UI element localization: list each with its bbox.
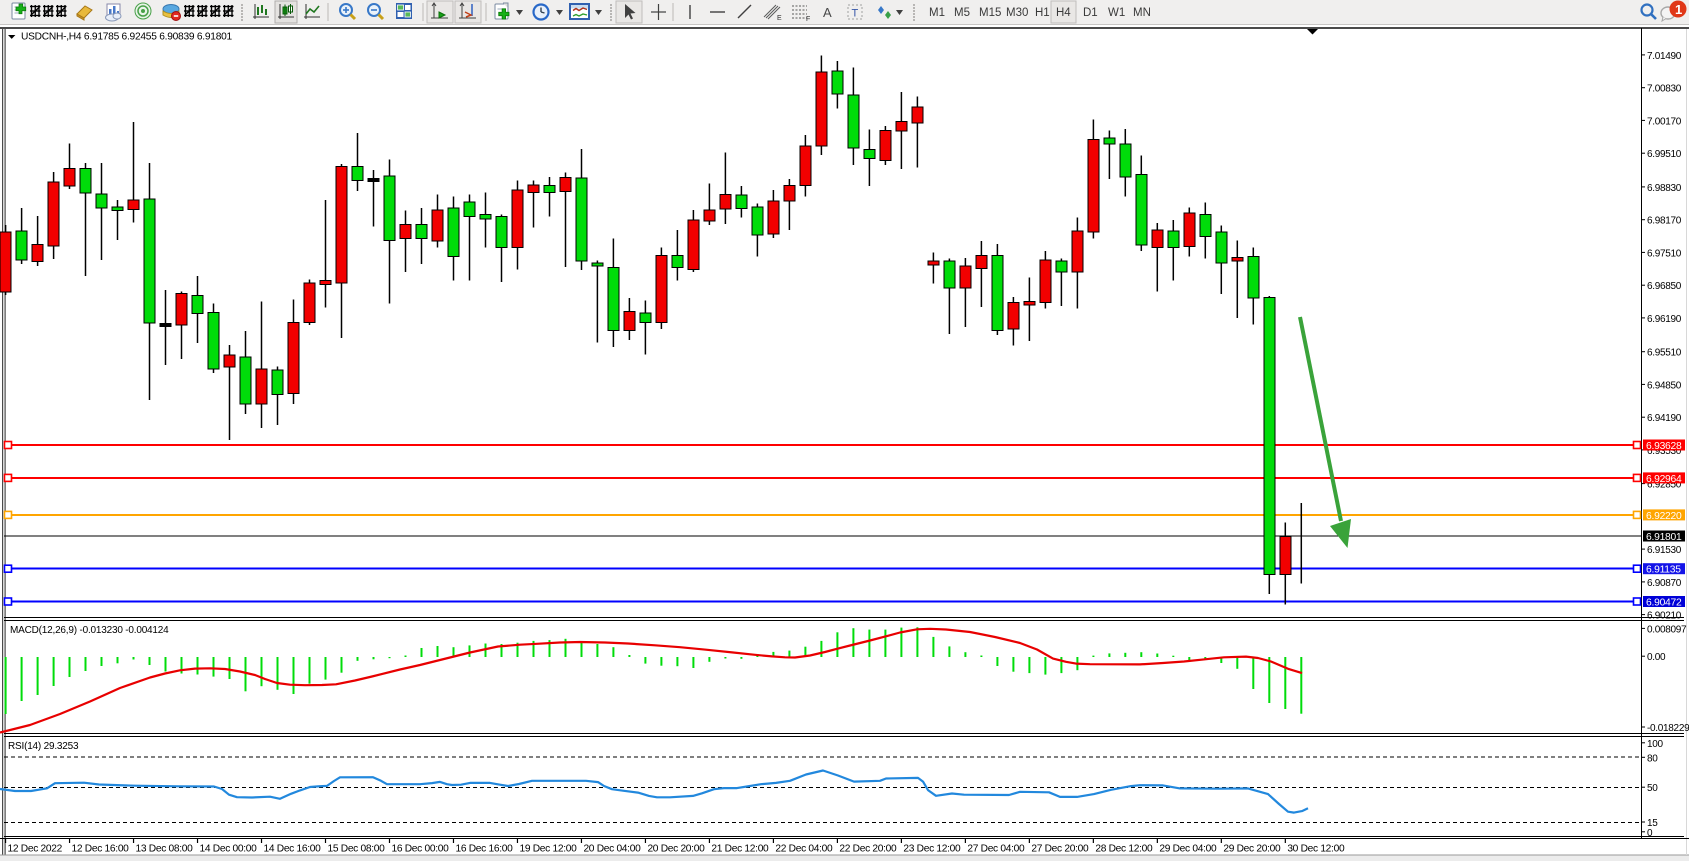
svg-text:7.00830: 7.00830 <box>1647 84 1682 95</box>
svg-text:23 Dec 12:00: 23 Dec 12:00 <box>903 844 961 855</box>
svg-text:19 Dec 12:00: 19 Dec 12:00 <box>519 844 577 855</box>
svg-text:6.90472: 6.90472 <box>1646 598 1682 609</box>
svg-text:6.94850: 6.94850 <box>1647 380 1682 391</box>
svg-text:MACD(12,26,9) -0.013230 -0.004: MACD(12,26,9) -0.013230 -0.004124 <box>10 625 169 636</box>
svg-text:14 Dec 16:00: 14 Dec 16:00 <box>264 844 322 855</box>
svg-text:F: F <box>806 16 810 23</box>
svg-text:6.92850: 6.92850 <box>1647 480 1682 491</box>
svg-text:USDCNH-,H4 6.91785 6.92455 6.: USDCNH-,H4 6.91785 6.92455 6.90839 6.918… <box>21 32 233 43</box>
svg-text:6.91530: 6.91530 <box>1647 545 1682 556</box>
svg-text:16 Dec 16:00: 16 Dec 16:00 <box>455 844 513 855</box>
svg-text:50: 50 <box>1647 783 1658 794</box>
svg-text:6.91801: 6.91801 <box>1646 532 1682 543</box>
svg-text:7.00170: 7.00170 <box>1647 116 1682 127</box>
svg-text:6.96850: 6.96850 <box>1647 281 1682 292</box>
svg-text:6.91135: 6.91135 <box>1646 565 1681 576</box>
svg-text:1: 1 <box>1675 2 1682 17</box>
svg-text:29 Dec 04:00: 29 Dec 04:00 <box>1159 844 1217 855</box>
svg-text:6.96190: 6.96190 <box>1647 314 1682 325</box>
svg-text:MN: MN <box>1133 7 1151 19</box>
svg-text:T: T <box>852 8 859 20</box>
svg-text:H1: H1 <box>1035 7 1050 19</box>
svg-text:16 Dec 00:00: 16 Dec 00:00 <box>391 844 449 855</box>
svg-text:7.01490: 7.01490 <box>1647 51 1682 62</box>
svg-text:6.99510: 6.99510 <box>1647 149 1682 160</box>
svg-text:6.94190: 6.94190 <box>1647 413 1682 424</box>
svg-text:0: 0 <box>1647 828 1653 839</box>
svg-text:20 Dec 20:00: 20 Dec 20:00 <box>647 844 705 855</box>
svg-text:W1: W1 <box>1108 7 1125 19</box>
svg-text:M30: M30 <box>1006 7 1028 19</box>
svg-text:29 Dec 20:00: 29 Dec 20:00 <box>1223 844 1281 855</box>
svg-text:6.93628: 6.93628 <box>1646 441 1682 452</box>
svg-text:80: 80 <box>1647 753 1658 764</box>
svg-text:6.92220: 6.92220 <box>1646 511 1682 522</box>
svg-text:M5: M5 <box>954 7 970 19</box>
svg-text:30 Dec 12:00: 30 Dec 12:00 <box>1287 844 1345 855</box>
svg-text:6.95510: 6.95510 <box>1647 348 1682 359</box>
svg-text:100: 100 <box>1647 739 1664 750</box>
svg-text:M15: M15 <box>979 7 1001 19</box>
svg-text:12 Dec 2022: 12 Dec 2022 <box>8 844 63 855</box>
svg-text:15 Dec 08:00: 15 Dec 08:00 <box>328 844 386 855</box>
svg-text:6.98830: 6.98830 <box>1647 183 1682 194</box>
svg-text:6.90210: 6.90210 <box>1647 611 1682 622</box>
svg-text:M1: M1 <box>929 7 945 19</box>
svg-text:14 Dec 00:00: 14 Dec 00:00 <box>200 844 258 855</box>
svg-text:0.00: 0.00 <box>1647 652 1666 663</box>
svg-text:22 Dec 20:00: 22 Dec 20:00 <box>839 844 897 855</box>
svg-text:6.90870: 6.90870 <box>1647 578 1682 589</box>
svg-text:28 Dec 12:00: 28 Dec 12:00 <box>1095 844 1153 855</box>
svg-text:6.98170: 6.98170 <box>1647 216 1682 227</box>
svg-text:E: E <box>777 15 782 22</box>
svg-text:6.93530: 6.93530 <box>1647 446 1682 457</box>
svg-text:13 Dec 08:00: 13 Dec 08:00 <box>136 844 194 855</box>
svg-text:6.92964: 6.92964 <box>1646 474 1682 485</box>
svg-text:20 Dec 04:00: 20 Dec 04:00 <box>583 844 641 855</box>
svg-text:RSI(14) 29.3253: RSI(14) 29.3253 <box>8 741 79 752</box>
svg-text:D1: D1 <box>1083 7 1098 19</box>
svg-text:27 Dec 04:00: 27 Dec 04:00 <box>967 844 1025 855</box>
svg-text:6.97510: 6.97510 <box>1647 248 1682 259</box>
svg-text:0.008097: 0.008097 <box>1647 624 1687 635</box>
svg-text:A: A <box>823 5 832 20</box>
svg-text:H4: H4 <box>1056 7 1071 19</box>
svg-text:12 Dec 16:00: 12 Dec 16:00 <box>72 844 130 855</box>
svg-text:27 Dec 20:00: 27 Dec 20:00 <box>1031 844 1089 855</box>
svg-text:-0.018229: -0.018229 <box>1647 723 1689 734</box>
svg-text:15: 15 <box>1647 818 1658 829</box>
svg-text:22 Dec 04:00: 22 Dec 04:00 <box>775 844 833 855</box>
svg-text:21 Dec 12:00: 21 Dec 12:00 <box>711 844 769 855</box>
